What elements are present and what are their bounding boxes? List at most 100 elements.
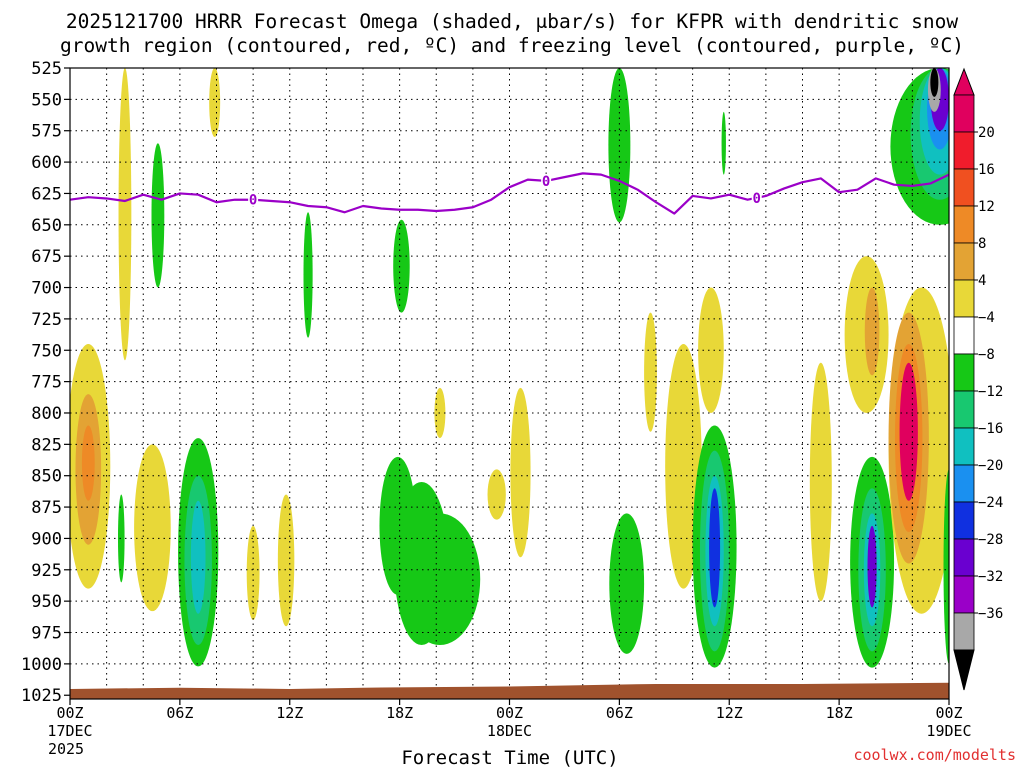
omega-region-3: [303, 212, 313, 338]
freezing-level-label-bg-1: [541, 173, 552, 188]
y-tick-label-875: 875: [31, 498, 62, 518]
freezing-level-label-bg-0: [248, 192, 259, 207]
omega-region-1: [209, 68, 221, 137]
plot-area: 0 0 0: [69, 67, 950, 700]
colorbar: 20 16 12 8 4 −4 −8 −12 −16 −20 −24 −28 −32 −36: [953, 67, 1003, 691]
x-axis-label: Forecast Time (UTC): [401, 747, 618, 768]
colorbar-label-13: −36: [978, 606, 1003, 622]
colorbar-label-1: 16: [978, 162, 995, 178]
omega-region-25: [665, 343, 702, 589]
y-tick-label-650: 650: [31, 216, 62, 236]
colorbar-label-8: −16: [978, 421, 1003, 437]
x-tick-year-0: 2025: [48, 740, 84, 758]
omega-region-21: [510, 387, 531, 558]
y-tick-label-600: 600: [31, 153, 62, 173]
freezing-level-label-bg-2: [751, 190, 762, 205]
chart-title-line1: 2025121700 HRRR Forecast Omega (shaded, …: [66, 10, 958, 33]
colorbar-bottom-triangle: [953, 649, 975, 691]
omega-region-15: [246, 525, 260, 620]
x-tick-label-3: 18Z: [386, 704, 413, 722]
credit-text: coolwx.com/modelts: [853, 746, 1016, 764]
omega-region-22: [487, 469, 506, 520]
terrain-surface: [70, 682, 949, 699]
omega-shading-layer: [70, 68, 949, 668]
colorbar-segment-3: [953, 205, 975, 244]
x-tick-label-2: 12Z: [276, 704, 303, 722]
omega-region-16: [277, 494, 295, 627]
omega-region-41: [899, 362, 918, 501]
omega-region-10: [117, 494, 125, 583]
colorbar-label-5: −4: [978, 310, 995, 326]
omega-region-37: [867, 525, 877, 608]
omega-region-9: [81, 425, 95, 501]
y-tick-label-575: 575: [31, 122, 62, 142]
colorbar-label-10: −24: [978, 495, 1003, 511]
y-tick-label-975: 975: [31, 624, 62, 644]
y-tick-label-800: 800: [31, 404, 62, 424]
colorbar-segment-7: [953, 353, 975, 392]
freezing-level-layer: 0 0 0: [69, 172, 950, 215]
omega-region-19: [394, 481, 450, 646]
x-tick-date-4: 18DEC: [487, 722, 532, 740]
x-tick-label-0: 00Z: [56, 704, 83, 722]
y-tick-label-625: 625: [31, 184, 62, 204]
colorbar-top-triangle: [953, 67, 975, 96]
y-tick-label-850: 850: [31, 467, 62, 487]
chart-title-line2: growth region (contoured, red, ºC) and f…: [60, 34, 964, 57]
colorbar-segment-11: [953, 501, 975, 540]
colorbar-segment-9: [953, 427, 975, 466]
y-tick-label-1025: 1025: [21, 686, 62, 706]
y-tick-label-825: 825: [31, 435, 62, 455]
omega-region-26: [698, 287, 724, 413]
x-tick-label-8: 00Z: [935, 704, 962, 722]
omega-region-31: [809, 362, 832, 602]
omega-region-48: [930, 68, 939, 97]
y-tick-label-525: 525: [31, 59, 62, 79]
omega-region-11: [134, 444, 171, 612]
colorbar-label-2: 12: [978, 199, 995, 215]
y-tick-label-925: 925: [31, 561, 62, 581]
x-tick-label-7: 18Z: [826, 704, 853, 722]
x-tick-label-4: 00Z: [496, 704, 523, 722]
y-tick-label-950: 950: [31, 592, 62, 612]
colorbar-segment-2: [953, 168, 975, 207]
y-tick-label-1000: 1000: [21, 655, 62, 675]
omega-region-6: [721, 111, 726, 175]
colorbar-segment-13: [953, 575, 975, 614]
freezing-level-line: [69, 172, 950, 215]
x-tick-label-1: 06Z: [166, 704, 193, 722]
y-tick-label-750: 750: [31, 341, 62, 361]
omega-region-23: [609, 513, 645, 654]
freezing-level-label-0: 0: [249, 193, 257, 209]
colorbar-segment-12: [953, 538, 975, 577]
colorbar-segment-0: [953, 94, 975, 133]
colorbar-label-9: −20: [978, 458, 1003, 474]
colorbar-label-6: −8: [978, 347, 995, 363]
colorbar-segment-1: [953, 131, 975, 170]
colorbar-label-3: 8: [978, 236, 986, 252]
y-tick-label-675: 675: [31, 247, 62, 267]
colorbar-segment-4: [953, 242, 975, 281]
colorbar-label-12: −32: [978, 569, 1003, 585]
y-tick-label-700: 700: [31, 279, 62, 299]
colorbar-label-4: 4: [978, 273, 986, 289]
y-tick-label-775: 775: [31, 373, 62, 393]
colorbar-label-11: −28: [978, 532, 1003, 548]
freezing-level-label-2: 0: [753, 191, 761, 207]
colorbar-segment-14: [953, 612, 975, 651]
y-tick-label-900: 900: [31, 529, 62, 549]
omega-region-30: [709, 488, 721, 608]
freezing-level-label-1: 0: [542, 174, 550, 190]
omega-region-49: [943, 469, 949, 664]
colorbar-segment-6: [953, 316, 975, 355]
omega-region-14: [190, 500, 206, 614]
colorbar-segment-8: [953, 390, 975, 429]
y-tick-label-725: 725: [31, 310, 62, 330]
colorbar-segment-10: [953, 464, 975, 503]
colorbar-segment-5: [953, 279, 975, 318]
y-tick-label-550: 550: [31, 90, 62, 110]
omega-region-0: [118, 68, 132, 361]
omega-region-2: [151, 143, 165, 288]
